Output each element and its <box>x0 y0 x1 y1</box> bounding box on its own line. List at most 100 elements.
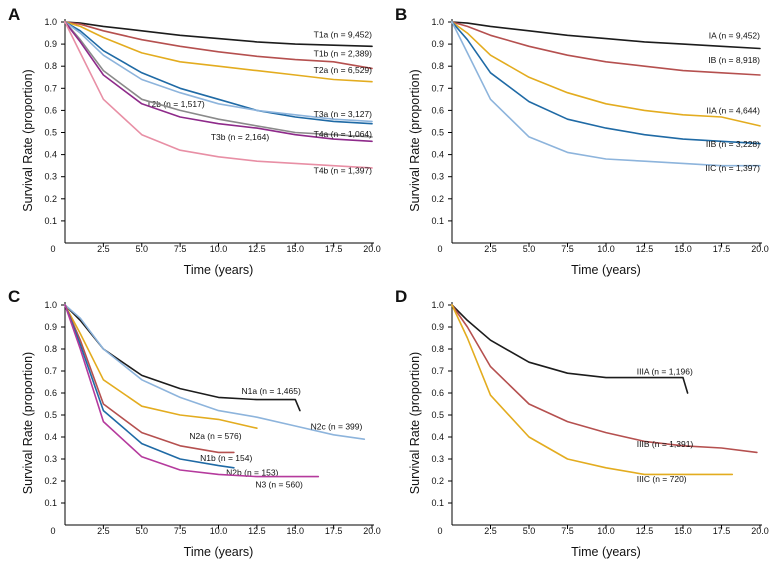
series-label: IB (n = 8,918) <box>708 55 760 65</box>
series-line-0 <box>64 21 373 48</box>
x-tick-label: 12.5 <box>248 244 266 254</box>
x-tick-label: 0 <box>50 526 55 536</box>
panel-b: B 0.1 0.2 0.3 0.4 0.5 0.6 0.7 0.8 0.9 1.0 0 2.5 5.0 7.… <box>395 5 769 277</box>
x-tick-label: 20.0 <box>751 526 769 536</box>
series-line-2 <box>451 21 761 127</box>
series-label: N2b (n = 153) <box>226 468 278 478</box>
y-tick-label: 0.7 <box>431 366 444 376</box>
series-label: T3b (n = 2,164) <box>211 132 270 142</box>
y-tick-label: 0.6 <box>431 105 444 115</box>
x-tick-label: 7.5 <box>561 526 574 536</box>
series-line-0 <box>451 21 761 50</box>
y-tick-label: 0.2 <box>431 194 444 204</box>
y-tick-label: 0.5 <box>431 410 444 420</box>
x-tick-label: 0 <box>437 244 442 254</box>
series-label: IIB (n = 3,228) <box>706 139 760 149</box>
x-tick-label: 10.0 <box>597 526 615 536</box>
series-label: T4b (n = 1,397) <box>314 165 373 175</box>
series-line-1 <box>451 304 758 454</box>
y-axis-title: Survival Rate (proportion) <box>408 69 422 211</box>
series-label: IIC (n = 1,397) <box>705 163 760 173</box>
x-tick-label: 7.5 <box>561 244 574 254</box>
x-axis-title: Time (years) <box>571 263 641 277</box>
y-tick-label: 0.7 <box>44 366 57 376</box>
y-tick-label: 0.8 <box>431 61 444 71</box>
x-tick-label: 5.0 <box>135 244 148 254</box>
y-tick-label: 0.1 <box>44 216 57 226</box>
y-tick-label: 0.8 <box>431 344 444 354</box>
y-tick-label: 0.3 <box>431 172 444 182</box>
y-tick-label: 0.6 <box>44 388 57 398</box>
y-tick-label: 0.2 <box>44 476 57 486</box>
series-label: T4a (n = 1,064) <box>314 129 373 139</box>
x-tick-label: 15.0 <box>286 244 304 254</box>
x-tick-label: 20.0 <box>363 526 381 536</box>
x-tick-label: 20.0 <box>751 244 769 254</box>
series-line-4 <box>64 304 235 469</box>
y-tick-label: 0.4 <box>431 432 444 442</box>
y-tick-label: 0.1 <box>44 498 57 508</box>
panel-letter: C <box>8 287 20 306</box>
y-tick-label: 0.6 <box>44 105 57 115</box>
series-line-4 <box>451 21 761 167</box>
y-tick-label: 0.8 <box>44 61 57 71</box>
y-tick-label: 0.3 <box>44 454 57 464</box>
y-tick-label: 0.1 <box>431 498 444 508</box>
series-line-7 <box>64 21 373 169</box>
series-label: IIIB (n = 1,391) <box>637 439 694 449</box>
series-label: T3a (n = 3,127) <box>314 109 373 119</box>
series-line-2 <box>451 304 734 476</box>
y-tick-label: 0.6 <box>431 388 444 398</box>
panel-a: A 0.1 0.2 0.3 0.4 0.5 0.6 0.7 0.8 0.9 1.0 0 2.5 5.0 7.… <box>8 5 381 277</box>
series-label: N3 (n = 560) <box>255 480 303 490</box>
y-tick-label: 0.9 <box>431 322 444 332</box>
y-tick-label: 0.4 <box>44 432 57 442</box>
panel-d: D 0.1 0.2 0.3 0.4 0.5 0.6 0.7 0.8 0.9 1.0 0 2.5 5.0 7.… <box>395 287 769 559</box>
x-axis-title: Time (years) <box>184 263 254 277</box>
series-line-3 <box>64 304 235 454</box>
series-line-6 <box>64 21 373 143</box>
series-line-1 <box>451 21 761 76</box>
y-tick-label: 0.2 <box>431 476 444 486</box>
x-tick-label: 17.5 <box>713 244 731 254</box>
x-tick-label: 20.0 <box>363 244 381 254</box>
x-tick-label: 15.0 <box>286 526 304 536</box>
series-label: N2c (n = 399) <box>311 421 363 431</box>
y-tick-label: 0.2 <box>44 194 57 204</box>
y-axis-title: Survival Rate (proportion) <box>21 69 35 211</box>
y-tick-label: 0.9 <box>431 39 444 49</box>
y-tick-label: 0.5 <box>44 128 57 138</box>
x-tick-label: 2.5 <box>97 244 110 254</box>
series-line-1 <box>64 21 373 70</box>
y-tick-label: 1.0 <box>431 300 444 310</box>
series-label: T1b (n = 2,389) <box>314 48 373 58</box>
series-line-0 <box>451 304 689 394</box>
x-tick-label: 10.0 <box>210 244 228 254</box>
x-tick-label: 2.5 <box>97 526 110 536</box>
series-label: T2a (n = 6,529) <box>314 65 373 75</box>
series-line-3 <box>64 21 373 125</box>
series-line-5 <box>64 304 320 478</box>
y-tick-label: 0.5 <box>431 128 444 138</box>
series-label: IIIA (n = 1,196) <box>637 366 693 376</box>
series-line-5 <box>64 21 373 138</box>
x-axis-title: Time (years) <box>571 545 641 559</box>
x-tick-label: 12.5 <box>636 244 654 254</box>
y-tick-label: 0.7 <box>431 83 444 93</box>
x-tick-label: 12.5 <box>636 526 654 536</box>
x-tick-label: 5.0 <box>523 244 536 254</box>
x-tick-label: 7.5 <box>174 244 187 254</box>
x-tick-label: 7.5 <box>174 526 187 536</box>
series-line-1 <box>64 304 366 441</box>
y-tick-label: 0.3 <box>44 172 57 182</box>
series-label: N1a (n = 1,465) <box>242 386 301 396</box>
series-line-0 <box>64 304 301 412</box>
y-tick-label: 0.5 <box>44 410 57 420</box>
panel-letter: B <box>395 5 407 24</box>
x-tick-label: 17.5 <box>325 526 343 536</box>
x-tick-label: 10.0 <box>597 244 615 254</box>
x-tick-label: 10.0 <box>210 526 228 536</box>
x-tick-label: 17.5 <box>713 526 731 536</box>
y-tick-label: 0.8 <box>44 344 57 354</box>
series-line-4 <box>64 21 373 123</box>
